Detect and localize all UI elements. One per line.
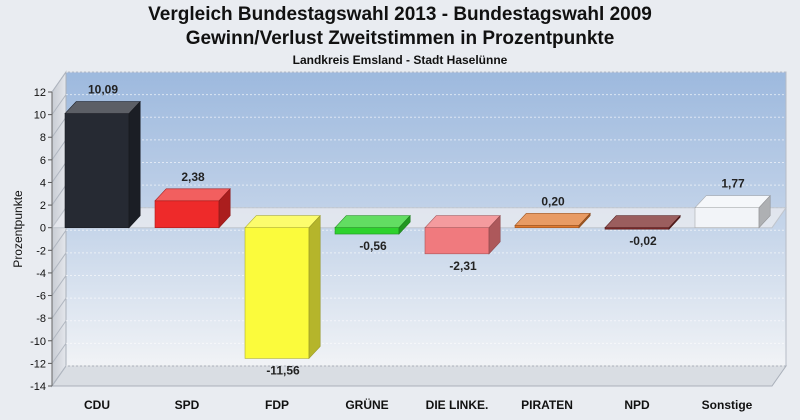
y-tick-label: -8 bbox=[36, 313, 46, 325]
gridline-side bbox=[51, 343, 67, 364]
y-tick-label: -2 bbox=[36, 245, 46, 257]
x-tick-label: FDP bbox=[265, 398, 289, 412]
bar-top bbox=[334, 215, 411, 228]
bar-side bbox=[218, 188, 231, 229]
bar-fdp bbox=[244, 214, 321, 360]
bar-side bbox=[758, 194, 771, 229]
bar-side bbox=[668, 214, 681, 230]
bar-front bbox=[334, 227, 400, 235]
data-label: -0,02 bbox=[629, 234, 657, 248]
bar-die-linke- bbox=[424, 214, 501, 255]
x-tick-label: DIE LINKE. bbox=[426, 398, 489, 412]
y-axis-label: Prozentpunkte bbox=[11, 190, 25, 268]
bar-cdu bbox=[64, 100, 141, 229]
bar-top bbox=[244, 215, 321, 228]
gridline-side bbox=[51, 184, 67, 206]
x-tick-label: PIRATEN bbox=[521, 398, 573, 412]
bar-front bbox=[64, 113, 130, 228]
y-tick-label: -10 bbox=[30, 336, 46, 348]
bar-piraten bbox=[514, 212, 591, 229]
y-tick-label: 8 bbox=[40, 132, 46, 144]
gridline-side bbox=[51, 275, 67, 296]
bar-npd bbox=[604, 214, 681, 230]
bar-side bbox=[128, 100, 141, 229]
bar-front bbox=[154, 200, 220, 228]
x-tick-label: GRÜNE bbox=[345, 397, 388, 412]
gridline-side bbox=[51, 139, 67, 161]
bar-top bbox=[424, 215, 501, 228]
bar-top bbox=[514, 213, 591, 226]
chart-title: Vergleich Bundestagswahl 2013 - Bundesta… bbox=[148, 4, 652, 25]
bar-top bbox=[694, 195, 771, 208]
data-label: -11,56 bbox=[266, 363, 300, 377]
y-tick-label: 6 bbox=[40, 155, 46, 167]
data-label: -0,56 bbox=[359, 239, 387, 253]
gridline-side bbox=[51, 116, 67, 138]
x-tick-label: SPD bbox=[175, 398, 200, 412]
data-label: 2,38 bbox=[181, 170, 205, 184]
bar-top bbox=[154, 188, 231, 202]
bar-top bbox=[604, 215, 681, 228]
y-tick-label: -6 bbox=[36, 291, 46, 303]
y-tick-label: 12 bbox=[34, 87, 46, 99]
bar-side bbox=[398, 214, 411, 235]
bar-front bbox=[514, 225, 580, 228]
data-label: 0,20 bbox=[541, 194, 565, 208]
y-tick-label: -14 bbox=[30, 381, 46, 393]
gridline-side bbox=[51, 230, 67, 251]
gridline-side bbox=[51, 365, 67, 387]
y-tick-label: 0 bbox=[40, 223, 46, 235]
x-tick-label: Sonstige bbox=[702, 398, 753, 412]
gridline-side bbox=[51, 252, 67, 274]
data-label: -2,31 bbox=[449, 259, 477, 273]
data-label: 1,77 bbox=[721, 177, 745, 191]
gridline-side bbox=[51, 71, 67, 93]
y-tick-label: 2 bbox=[40, 200, 46, 212]
y-tick-label: -4 bbox=[36, 268, 46, 280]
bar-front bbox=[694, 207, 760, 228]
bar-spd bbox=[154, 188, 231, 229]
bar-side bbox=[308, 214, 321, 360]
y-tick-label: 10 bbox=[34, 110, 46, 122]
plot-floor bbox=[51, 365, 787, 387]
data-label: 10,09 bbox=[88, 83, 118, 97]
chart-subtitle: Gewinn/Verlust Zweitstimmen in Prozentpu… bbox=[185, 28, 615, 49]
bar-front bbox=[244, 227, 310, 359]
y-tick-label: 4 bbox=[40, 177, 46, 189]
gridline-side bbox=[51, 94, 67, 115]
x-tick-label: NPD bbox=[624, 398, 650, 412]
gridline-side bbox=[51, 162, 67, 183]
x-tick-label: CDU bbox=[84, 398, 110, 412]
chart-region-subtitle: Landkreis Emsland - Stadt Haselünne bbox=[292, 53, 508, 67]
plot-left-wall bbox=[51, 70, 67, 388]
bar-side bbox=[578, 212, 591, 229]
bar-gr-ne bbox=[334, 214, 411, 235]
bar-sonstige bbox=[694, 194, 771, 229]
bar-side bbox=[488, 214, 501, 255]
bar-front bbox=[424, 227, 490, 255]
bar-top bbox=[64, 101, 141, 114]
gridline-side bbox=[51, 297, 67, 319]
gridline-side bbox=[51, 320, 67, 342]
y-tick-label: -12 bbox=[30, 358, 46, 370]
